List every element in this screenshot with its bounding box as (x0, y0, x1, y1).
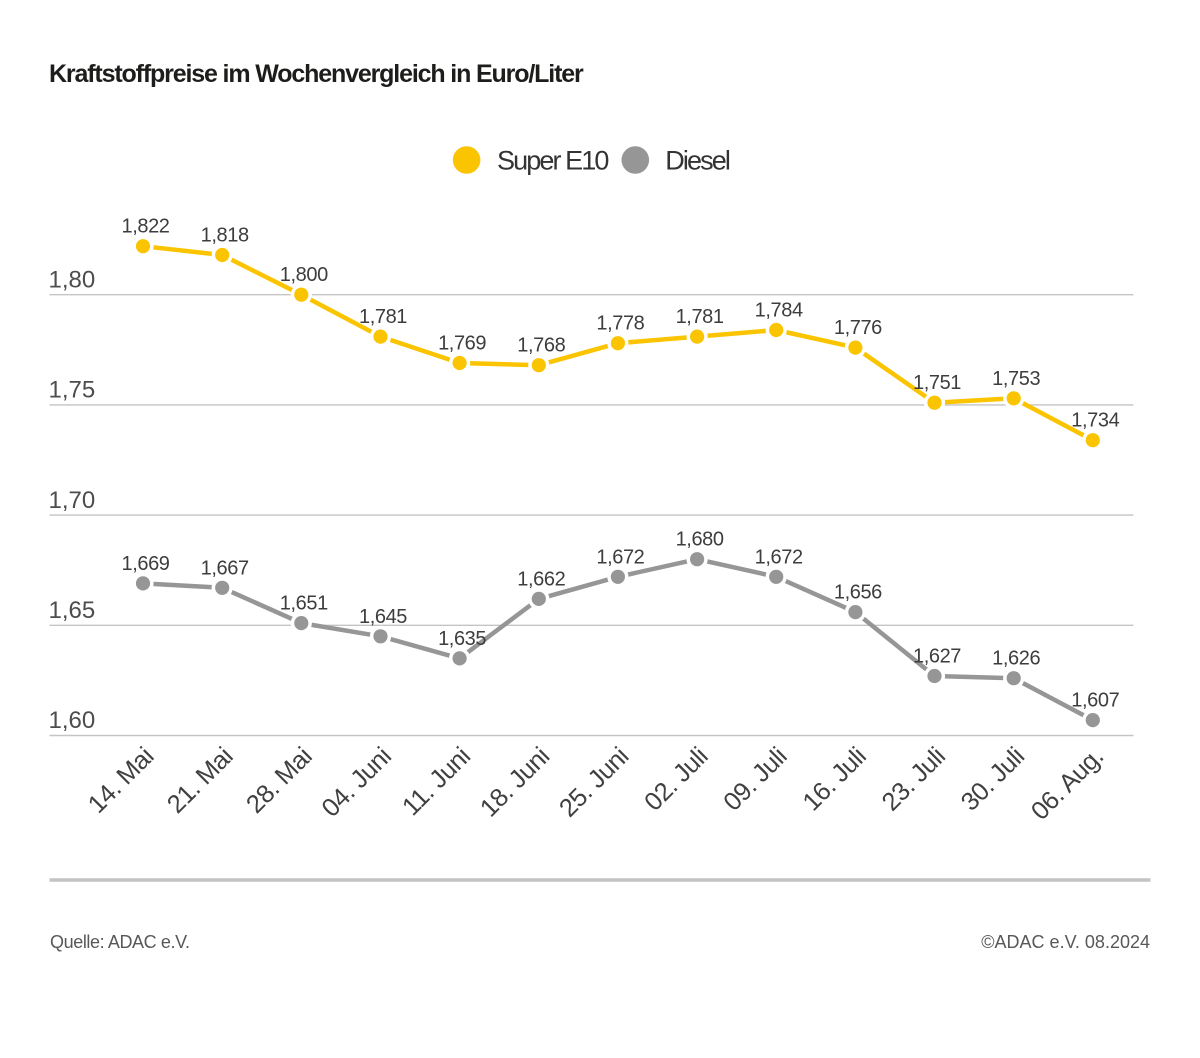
svg-text:1,781: 1,781 (676, 306, 724, 328)
svg-text:1,672: 1,672 (755, 546, 803, 568)
svg-text:1,656: 1,656 (834, 582, 882, 604)
svg-text:1,627: 1,627 (913, 646, 961, 668)
svg-text:1,680: 1,680 (676, 529, 724, 551)
svg-text:1,781: 1,781 (359, 306, 407, 328)
svg-text:1,70: 1,70 (49, 487, 96, 514)
svg-text:1,800: 1,800 (280, 264, 328, 286)
svg-text:Super E10: Super E10 (497, 146, 608, 176)
svg-text:1,80: 1,80 (49, 266, 96, 293)
svg-text:1,669: 1,669 (121, 553, 169, 575)
svg-text:1,751: 1,751 (913, 372, 961, 394)
svg-text:1,607: 1,607 (1071, 690, 1119, 712)
svg-text:1,626: 1,626 (992, 648, 1040, 670)
svg-text:1,667: 1,667 (201, 557, 249, 579)
svg-text:1,784: 1,784 (755, 300, 803, 322)
svg-text:1,768: 1,768 (517, 335, 565, 357)
svg-text:1,645: 1,645 (359, 606, 407, 628)
svg-text:1,769: 1,769 (438, 333, 486, 355)
svg-text:Quelle: ADAC e.V.: Quelle: ADAC e.V. (50, 932, 190, 952)
svg-text:1,635: 1,635 (438, 628, 486, 650)
svg-text:1,662: 1,662 (517, 568, 565, 590)
svg-text:1,75: 1,75 (49, 377, 96, 404)
svg-text:Kraftstoffpreise im Wochenverg: Kraftstoffpreise im Wochenvergleich in E… (49, 60, 584, 88)
svg-text:©ADAC e.V. 08.2024: ©ADAC e.V. 08.2024 (981, 932, 1150, 952)
svg-text:1,672: 1,672 (596, 546, 644, 568)
svg-text:1,651: 1,651 (280, 593, 328, 615)
svg-text:1,822: 1,822 (121, 216, 169, 238)
svg-text:1,60: 1,60 (49, 707, 96, 734)
svg-text:1,776: 1,776 (834, 317, 882, 339)
svg-text:1,818: 1,818 (201, 225, 249, 247)
svg-text:1,734: 1,734 (1071, 410, 1119, 432)
svg-text:1,753: 1,753 (992, 368, 1040, 390)
svg-text:Diesel: Diesel (665, 146, 730, 176)
svg-text:1,65: 1,65 (49, 597, 96, 624)
svg-text:1,778: 1,778 (596, 313, 644, 335)
